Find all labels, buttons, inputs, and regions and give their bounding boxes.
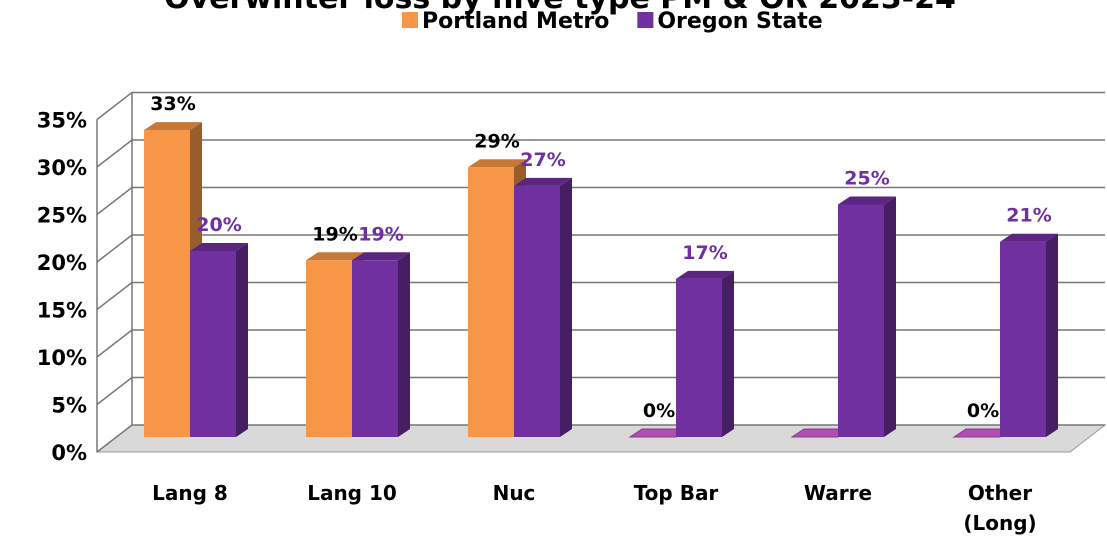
bar: [190, 243, 248, 437]
y-tick-label: 25%: [37, 204, 87, 228]
bar-front: [676, 278, 722, 437]
bar: [838, 196, 896, 437]
legend-swatch: [637, 12, 654, 28]
bar-top: [838, 196, 896, 205]
bar-front: [306, 260, 352, 437]
grid-line-side: [96, 186, 133, 216]
bar-top: [190, 243, 248, 251]
x-tick-label: Other (Long): [963, 481, 1037, 535]
bar-side: [398, 252, 410, 437]
value-label: 19%: [312, 223, 357, 245]
grid-line-side: [96, 281, 133, 311]
x-tick-label: Top Bar: [633, 481, 719, 505]
value-label: 17%: [682, 242, 727, 264]
bar-side: [1046, 233, 1058, 437]
value-label: 0%: [643, 400, 675, 422]
value-label: 20%: [196, 214, 241, 236]
grid-line-side: [96, 139, 133, 168]
bar-top: [306, 252, 364, 261]
bar-front: [1000, 241, 1046, 437]
bar-side: [884, 196, 896, 437]
bar-top: [352, 252, 410, 261]
y-tick-label: 30%: [37, 156, 87, 180]
grid-line-side: [96, 424, 133, 453]
value-label: 0%: [967, 400, 999, 422]
bar-side: [236, 243, 248, 437]
bar-front: [468, 167, 514, 438]
legend-swatch: [402, 12, 418, 28]
bar: [1000, 233, 1058, 437]
bar-front: [352, 260, 398, 437]
bar-top: [144, 122, 202, 131]
legend-label: Portland Metro: [422, 9, 609, 34]
x-tick-label: Lang 10: [307, 481, 397, 505]
x-tick-label: Warre: [803, 481, 873, 505]
value-label: 21%: [1006, 205, 1051, 227]
grid-line-side: [96, 234, 133, 263]
bar-front: [514, 185, 560, 437]
value-label: 29%: [474, 130, 519, 152]
bar-front: [190, 251, 236, 437]
bar-side: [722, 270, 734, 437]
value-label: 33%: [150, 93, 195, 115]
bar: [676, 270, 734, 437]
bar-front: [838, 204, 884, 437]
value-label: 25%: [844, 168, 889, 190]
y-tick-label: 35%: [37, 109, 87, 133]
x-tick-label: Nuc: [492, 481, 536, 505]
x-tick-label: Lang 8: [152, 481, 228, 505]
bar: [144, 122, 202, 437]
bar-front: [144, 130, 190, 437]
grid-line-side: [96, 91, 133, 121]
y-tick-label: 10%: [37, 346, 87, 370]
bar-side: [560, 177, 572, 437]
y-tick-label: 15%: [37, 299, 87, 323]
grid-line-side: [96, 376, 133, 406]
bar: [352, 252, 410, 437]
value-label: 27%: [520, 149, 565, 171]
chart-title: Overwinter loss by hive type PM & OR 202…: [164, 0, 956, 16]
legend-label: Oregon State: [657, 9, 822, 34]
y-tick-label: 5%: [51, 394, 87, 418]
y-tick-label: 20%: [37, 251, 87, 275]
bar-top: [468, 159, 526, 168]
bar-top: [676, 270, 734, 279]
grid-line-side: [96, 329, 133, 358]
y-tick-label: 0%: [51, 441, 87, 465]
bar-top: [1000, 233, 1058, 242]
bar-top: [514, 177, 572, 186]
floor: [95, 424, 1107, 453]
bar: [514, 177, 572, 437]
value-label: 19%: [358, 223, 403, 245]
